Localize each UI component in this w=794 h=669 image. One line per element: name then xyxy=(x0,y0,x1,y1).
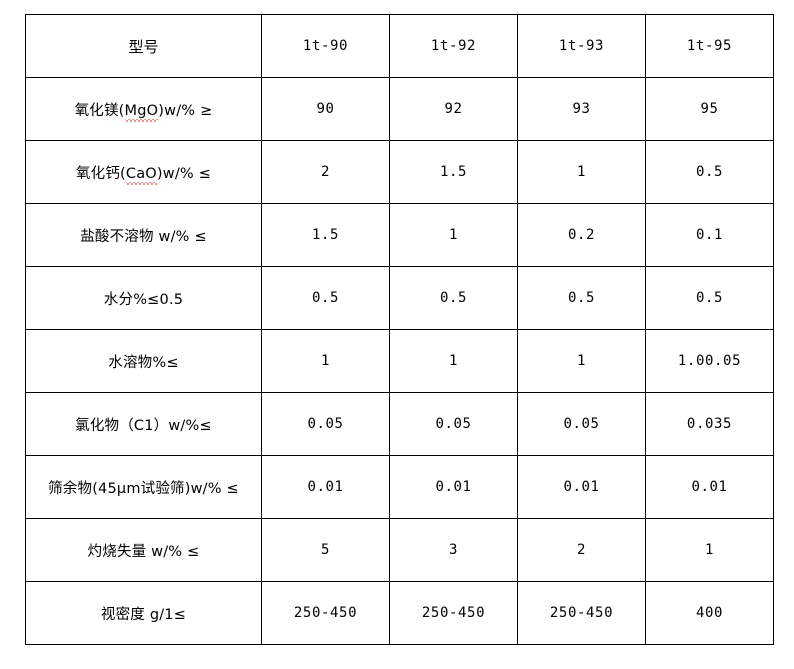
table-cell: 93 xyxy=(517,77,646,141)
table-cell: 1.5 xyxy=(389,140,518,204)
table-row: 灼烧失量 w/% ≤ 5 3 2 1 xyxy=(25,518,774,582)
specification-table: 型号 1t-90 1t-92 1t-93 1t-95 氧化镁(MgO)w/% ≥… xyxy=(25,14,774,645)
table-cell: 0.5 xyxy=(645,266,774,330)
table-cell: 0.05 xyxy=(389,392,518,456)
column-header-model-4: 1t-95 xyxy=(645,14,774,78)
label-prefix: 氧化钙( xyxy=(75,165,126,182)
table-cell: 2 xyxy=(261,140,390,204)
table-cell: 95 xyxy=(645,77,774,141)
table-cell: 1 xyxy=(645,518,774,582)
table-row: 氯化物（C1）w/%≤ 0.05 0.05 0.05 0.035 xyxy=(25,392,774,456)
column-header-model-2: 1t-92 xyxy=(389,14,518,78)
table-cell: 250-450 xyxy=(389,581,518,645)
table-row: 水分%≤0.5 0.5 0.5 0.5 0.5 xyxy=(25,266,774,330)
table-cell: 250-450 xyxy=(261,581,390,645)
row-label-chloride: 氯化物（C1）w/%≤ xyxy=(25,392,262,456)
table-cell: 1 xyxy=(389,203,518,267)
table-cell: 3 xyxy=(389,518,518,582)
table-cell: 0.01 xyxy=(389,455,518,519)
table-cell: 0.5 xyxy=(645,140,774,204)
table-cell: 1.00.05 xyxy=(645,329,774,393)
table-cell: 0.01 xyxy=(261,455,390,519)
row-label-loss-on-ignition: 灼烧失量 w/% ≤ xyxy=(25,518,262,582)
row-label-moisture: 水分%≤0.5 xyxy=(25,266,262,330)
label-suffix: )w/% ≤ xyxy=(156,165,212,182)
table-row: 盐酸不溶物 w/% ≤ 1.5 1 0.2 0.1 xyxy=(25,203,774,267)
row-label-water-soluble: 水溶物%≤ xyxy=(25,329,262,393)
table-cell: 0.05 xyxy=(261,392,390,456)
spellcheck-marked-formula: CaO xyxy=(125,165,157,185)
table-row: 筛余物(45μm试验筛)w/% ≤ 0.01 0.01 0.01 0.01 xyxy=(25,455,774,519)
table-cell: 1 xyxy=(261,329,390,393)
table-cell: 400 xyxy=(645,581,774,645)
table-body: 氧化镁(MgO)w/% ≥ 90 92 93 95 氧化钙(CaO)w/% ≤ … xyxy=(25,77,774,645)
table-cell: 0.01 xyxy=(517,455,646,519)
table-cell: 2 xyxy=(517,518,646,582)
label-suffix: )w/% ≥ xyxy=(158,102,213,119)
table-row: 氧化镁(MgO)w/% ≥ 90 92 93 95 xyxy=(25,77,774,141)
row-label-magnesium-oxide: 氧化镁(MgO)w/% ≥ xyxy=(25,77,262,141)
table-cell: 1 xyxy=(517,140,646,204)
table-header-row: 型号 1t-90 1t-92 1t-93 1t-95 xyxy=(25,14,774,78)
row-label-sieve-residue: 筛余物(45μm试验筛)w/% ≤ xyxy=(25,455,262,519)
table-cell: 0.5 xyxy=(517,266,646,330)
table-row: 水溶物%≤ 1 1 1 1.00.05 xyxy=(25,329,774,393)
column-header-model-1: 1t-90 xyxy=(261,14,390,78)
spellcheck-marked-formula: MgO xyxy=(124,102,159,122)
row-label-hcl-insoluble: 盐酸不溶物 w/% ≤ xyxy=(25,203,262,267)
table-cell: 90 xyxy=(261,77,390,141)
table-cell: 92 xyxy=(389,77,518,141)
table-header: 型号 1t-90 1t-92 1t-93 1t-95 xyxy=(25,14,774,78)
table-cell: 1.5 xyxy=(261,203,390,267)
table-cell: 0.035 xyxy=(645,392,774,456)
table-cell: 5 xyxy=(261,518,390,582)
row-label-calcium-oxide: 氧化钙(CaO)w/% ≤ xyxy=(25,140,262,204)
table-cell: 0.1 xyxy=(645,203,774,267)
table-cell: 0.01 xyxy=(645,455,774,519)
row-label-apparent-density: 视密度 g/1≤ xyxy=(25,581,262,645)
table-cell: 0.05 xyxy=(517,392,646,456)
table-cell: 0.5 xyxy=(261,266,390,330)
table-row: 氧化钙(CaO)w/% ≤ 2 1.5 1 0.5 xyxy=(25,140,774,204)
table-cell: 0.5 xyxy=(389,266,518,330)
table-row: 视密度 g/1≤ 250-450 250-450 250-450 400 xyxy=(25,581,774,645)
column-header-model-3: 1t-93 xyxy=(517,14,646,78)
table-cell: 1 xyxy=(517,329,646,393)
column-header-property: 型号 xyxy=(25,14,262,78)
table-cell: 250-450 xyxy=(517,581,646,645)
label-prefix: 氧化镁( xyxy=(74,102,125,119)
table-cell: 1 xyxy=(389,329,518,393)
table-cell: 0.2 xyxy=(517,203,646,267)
